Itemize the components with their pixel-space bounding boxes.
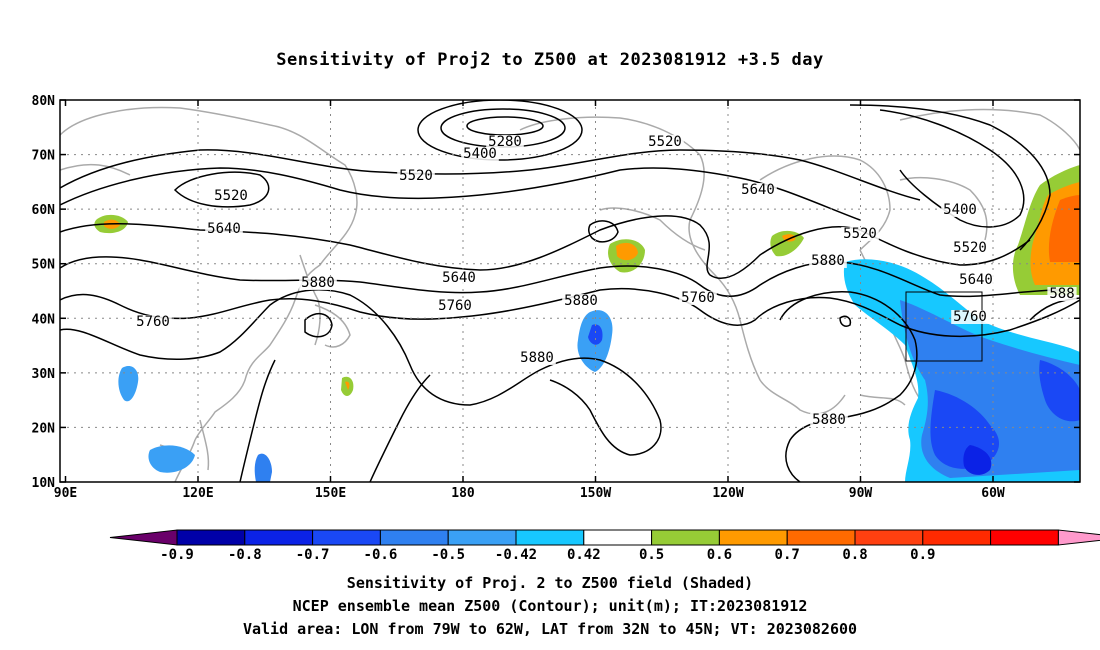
contour-label: 5880 [520,350,554,366]
contour-label: 5760 [136,314,170,330]
colorbar-swatch [379,529,449,546]
colorbar-label: -0.8 [228,547,262,563]
contour-label: 5760 [438,298,472,314]
colorbar-label: 0.7 [775,547,800,563]
colorbar-swatch [990,529,1059,546]
chart-title: Sensitivity of Proj2 to Z500 at 20230819… [276,50,824,70]
neg-region-atlantic-core [930,390,1000,469]
colorbar-left-triangle [109,529,178,546]
lat-label: 10N [32,476,56,491]
neg-region-atlantic-core3 [963,445,992,475]
gridlines [60,100,1080,482]
lon-label: 150E [315,486,346,501]
colorbar-swatch [515,529,585,546]
z500-contours [60,100,1080,482]
contour-label: 5760 [953,309,987,325]
pos-region-3 [770,230,804,257]
colorbar-label: -0.9 [160,547,194,563]
colorbar-swatch [922,529,992,546]
colorbar-swatch [244,529,314,546]
colorbar-swatch [786,529,856,546]
neg-region-west-2 [148,445,195,473]
lat-label: 30N [32,367,56,382]
contour-label: 5640 [959,272,993,288]
footer-line-3: Valid area: LON from 79W to 62W, LAT fro… [242,620,858,638]
lon-label: 120W [712,486,743,501]
lon-label: 150W [580,486,611,501]
pos-region-4-core [345,381,350,390]
lon-label: 90W [849,486,873,501]
contour-label: 5400 [943,202,977,218]
colorbar-label: -0.6 [364,547,398,563]
pos-region-east-core2 [1048,195,1080,262]
contour-label: 588 [1049,286,1074,302]
contour-label: 5520 [648,134,682,150]
contour-labels: 5280540055205520552056405640564057605760… [134,134,1077,428]
contour-label: 5520 [843,226,877,242]
colorbar-label: -0.42 [495,547,537,563]
colorbar-label: 0.42 [567,547,601,563]
colorbar-swatch [312,529,381,546]
colorbar-swatch [854,529,924,546]
colorbar-swatch [651,529,720,546]
contour-label: 5640 [741,182,775,198]
lat-label: 50N [32,258,56,273]
colorbar-right-triangle [1057,529,1100,546]
colorbar-label: 0.5 [639,547,664,563]
colorbar-swatch [447,529,517,546]
lat-label: 40N [32,312,56,327]
footer-line-2: NCEP ensemble mean Z500 (Contour); unit(… [292,597,808,615]
contour-label: 5280 [488,134,522,150]
contour-label: 5880 [812,412,846,428]
colorbar-swatch [718,529,788,546]
colorbar-label: 0.9 [910,547,935,563]
lat-label: 60N [32,203,56,218]
neg-region-west-1 [118,365,139,402]
lon-label: 60W [981,486,1005,501]
contour-label: 5520 [399,168,433,184]
contour-label: 5520 [953,240,987,256]
lat-label: 70N [32,149,56,164]
plot-frame [59,99,1081,483]
neg-region-atlantic-core2 [1039,360,1080,422]
contour-label: 5640 [442,270,476,286]
contour-label: 5640 [207,221,241,237]
colorbar-label: -0.7 [296,547,330,563]
pos-region-2-core [616,242,638,261]
contour-label: 5880 [564,293,598,309]
colorbar-label: -0.5 [431,547,465,563]
contour-label: 5880 [811,253,845,269]
neg-region-west-3 [254,453,272,482]
shaded-sensitivity [94,165,1080,482]
lon-label: 180 [451,486,475,501]
valid-area-box [905,291,983,362]
coastlines [60,106,1080,482]
colorbar-label: 0.8 [842,547,867,563]
colorbar-swatch [176,529,246,546]
lon-label: 120E [182,486,213,501]
lat-label: 20N [32,421,56,436]
lat-label: 80N [32,94,56,109]
colorbar-label: 0.6 [707,547,732,563]
footer-line-1: Sensitivity of Proj. 2 to Z500 field (Sh… [346,574,754,592]
contour-label: 5520 [214,188,248,204]
colorbar-swatch [583,529,653,546]
lon-label: 90E [54,486,77,501]
contour-label: 5760 [681,290,715,306]
colorbar: -0.9 -0.8 -0.7 -0.6 -0.5 -0.42 0.42 0.5 0.6 0.7 0.… [109,529,1100,563]
contour-label: 5400 [463,146,497,162]
contour-label: 5880 [301,275,335,291]
neg-region-pacific-core [588,324,603,345]
